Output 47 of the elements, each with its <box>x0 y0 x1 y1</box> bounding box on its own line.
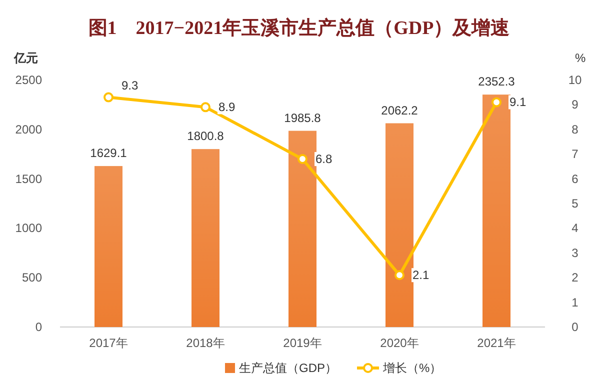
bar <box>386 123 414 327</box>
legend-label: 增长（%） <box>382 361 442 375</box>
point <box>104 92 114 102</box>
y2-tick-label: 4 <box>572 221 579 236</box>
x-tick-label: 2020年 <box>380 336 419 350</box>
legend-label: 生产总值（GDP） <box>239 361 338 375</box>
y2-tick-label: 3 <box>572 246 579 260</box>
x-tick-label: 2018年 <box>186 336 225 350</box>
y2-tick-label: 2 <box>572 270 579 285</box>
y-tick-label: 2500 <box>15 73 42 87</box>
y2-tick-label: 10 <box>568 73 582 87</box>
data-label: 8.9 <box>218 100 236 114</box>
y-axis-title: 亿元 <box>13 51 38 65</box>
y2-tick-label: 9 <box>572 98 579 112</box>
data-label: 2352.3 <box>478 74 516 89</box>
bar <box>94 166 122 327</box>
point <box>200 102 210 112</box>
y-tick-label: 0 <box>35 320 42 334</box>
bar <box>192 149 220 327</box>
data-label: 9.3 <box>122 78 139 92</box>
bar <box>482 94 510 327</box>
data-label: 2062.2 <box>381 103 418 118</box>
point <box>492 97 502 108</box>
x-tick-label: 2019年 <box>283 336 322 350</box>
y2-tick-label: 5 <box>572 196 579 210</box>
y2-axis-title: % <box>575 51 586 65</box>
x-tick-label: 2021年 <box>477 336 516 350</box>
data-label: 1629.1 <box>90 146 128 160</box>
data-label: 9.1 <box>510 95 527 110</box>
data-label: 2.1 <box>412 268 430 282</box>
x-tick-label: 2017年 <box>89 336 128 350</box>
y-tick-label: 1500 <box>15 172 42 186</box>
y2-tick-label: 1 <box>572 295 579 310</box>
data-label: 1800.8 <box>187 129 224 144</box>
chart-title: 图1 2017−2021年玉溪市生产总值（GDP）及增速 <box>88 17 510 39</box>
y2-tick-label: 7 <box>572 147 579 162</box>
bar <box>288 130 316 327</box>
data-label: 6.8 <box>316 152 333 166</box>
y-tick-label: 1000 <box>15 221 42 236</box>
point <box>298 154 308 164</box>
y2-tick-label: 0 <box>572 320 579 334</box>
y2-tick-label: 6 <box>572 172 579 186</box>
y-tick-label: 500 <box>22 270 42 285</box>
y2-tick-label: 8 <box>572 122 579 136</box>
data-label: 1985.8 <box>284 110 322 125</box>
point <box>394 270 404 280</box>
y-tick-label: 2000 <box>15 122 42 136</box>
